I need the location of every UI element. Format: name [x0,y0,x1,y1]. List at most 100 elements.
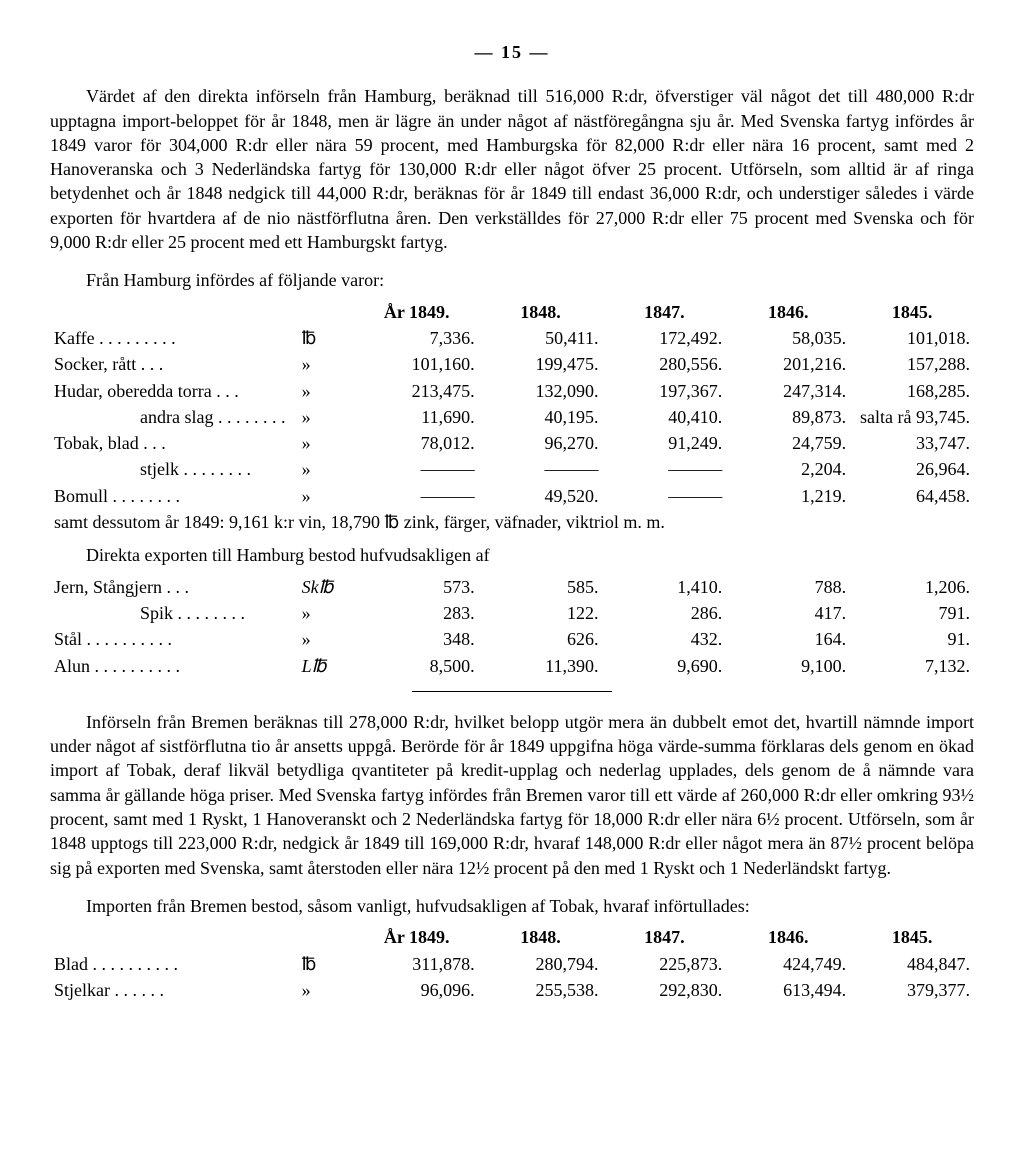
paragraph-2: Införseln från Bremen beräknas till 278,… [50,710,974,880]
row-unit: » [298,378,355,404]
cell-value: 101,160. [355,351,479,377]
cell-value: 280,794. [479,951,603,977]
table-row: Spik . . . . . . . . »283.122.286.417.79… [50,600,974,626]
row-unit: » [298,626,355,652]
cell-value: 7,336. [355,325,479,351]
cell-value: 164. [726,626,850,652]
cell-value: 132,090. [479,378,603,404]
cell-value: 40,195. [479,404,603,430]
col-1849: År 1849. [355,299,479,325]
cell-value: ——— [602,456,726,482]
cell-value: 26,964. [850,456,974,482]
cell-value: 280,556. [602,351,726,377]
cell-value: 11,690. [355,404,479,430]
row-label: Alun . . . . . . . . . . [50,653,298,679]
cell-value: 585. [479,574,603,600]
cell-value: 432. [602,626,726,652]
table-row: Hudar, oberedda torra . . . »213,475.132… [50,378,974,404]
row-label: Socker, rått . . . [50,351,298,377]
cell-value: 96,270. [479,430,603,456]
table-row: stjelk . . . . . . . . »—————————2,204.2… [50,456,974,482]
cell-value: 8,500. [355,653,479,679]
table-row: Stjelkar . . . . . . »96,096.255,538.292… [50,977,974,1003]
separator [412,691,612,692]
cell-value: ——— [602,483,726,509]
cell-value: 122. [479,600,603,626]
row-unit: » [298,600,355,626]
cell-value: 213,475. [355,378,479,404]
table-row: Tobak, blad . . . »78,012.96,270.91,249.… [50,430,974,456]
cell-value: 626. [479,626,603,652]
cell-value: 172,492. [602,325,726,351]
paragraph-1: Värdet af den direkta införseln från Ham… [50,84,974,254]
cell-value: 1,410. [602,574,726,600]
cell-value: 1,219. [726,483,850,509]
cell-value: 49,520. [479,483,603,509]
row-label: stjelk . . . . . . . . [50,456,298,482]
table3-header: År 1849. 1848. 1847. 1846. 1845. [50,924,974,950]
row-label: Spik . . . . . . . . [50,600,298,626]
table-bremen-import: År 1849. 1848. 1847. 1846. 1845. Blad . … [50,924,974,1003]
cell-value: 255,538. [479,977,603,1003]
cell-value: 788. [726,574,850,600]
row-label: Tobak, blad . . . [50,430,298,456]
row-label: Blad . . . . . . . . . . [50,951,298,977]
row-label: andra slag . . . . . . . . [50,404,298,430]
cell-value: 78,012. [355,430,479,456]
table1-note: samt dessutom år 1849: 9,161 k:r vin, 18… [50,509,974,535]
col-1848: 1848. [479,299,603,325]
table1-header: År 1849. 1848. 1847. 1846. 1845. [50,299,974,325]
cell-value: 573. [355,574,479,600]
cell-value: 2,204. [726,456,850,482]
cell-value: ——— [479,456,603,482]
cell-value: 292,830. [602,977,726,1003]
cell-value: 40,410. [602,404,726,430]
cell-value: 33,747. [850,430,974,456]
table3-intro: Importen från Bremen bestod, såsom vanli… [50,894,974,918]
cell-value: 64,458. [850,483,974,509]
table-row: Jern, Stångjern . . . Sk℔573.585.1,410.7… [50,574,974,600]
cell-value: 379,377. [850,977,974,1003]
cell-value: 201,216. [726,351,850,377]
col-1847: 1847. [602,924,726,950]
cell-value: 197,367. [602,378,726,404]
cell-value: 9,690. [602,653,726,679]
table-hamburg-import: År 1849. 1848. 1847. 1846. 1845. Kaffe .… [50,299,974,536]
cell-value: 791. [850,600,974,626]
row-unit: ℔ [298,951,355,977]
cell-value: 96,096. [355,977,479,1003]
cell-value: 424,749. [726,951,850,977]
col-1847: 1847. [602,299,726,325]
row-unit: » [298,977,355,1003]
col-1846: 1846. [726,299,850,325]
table-row: andra slag . . . . . . . . »11,690.40,19… [50,404,974,430]
cell-value: 50,411. [479,325,603,351]
cell-value: 91. [850,626,974,652]
cell-value: 199,475. [479,351,603,377]
row-unit: » [298,404,355,430]
row-label: Kaffe . . . . . . . . . [50,325,298,351]
cell-value: 348. [355,626,479,652]
table-row: Kaffe . . . . . . . . . ℔7,336.50,411.17… [50,325,974,351]
cell-value: 1,206. [850,574,974,600]
row-unit: » [298,456,355,482]
cell-value: 9,100. [726,653,850,679]
cell-value: 417. [726,600,850,626]
cell-value: 89,873. [726,404,850,430]
cell-value: 311,878. [355,951,479,977]
cell-value: salta rå 93,745. [850,404,974,430]
table-row: Blad . . . . . . . . . . ℔311,878.280,79… [50,951,974,977]
cell-value: 286. [602,600,726,626]
table-row: Bomull . . . . . . . . »———49,520.———1,2… [50,483,974,509]
row-unit: » [298,351,355,377]
col-1845: 1845. [850,299,974,325]
cell-value: 613,494. [726,977,850,1003]
col-1846: 1846. [726,924,850,950]
col-1848: 1848. [479,924,603,950]
table-row: Socker, rått . . . »101,160.199,475.280,… [50,351,974,377]
row-unit: » [298,483,355,509]
row-unit: L℔ [298,653,355,679]
cell-value: 484,847. [850,951,974,977]
cell-value: 91,249. [602,430,726,456]
row-label: Hudar, oberedda torra . . . [50,378,298,404]
